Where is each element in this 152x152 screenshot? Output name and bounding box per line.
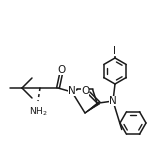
Polygon shape [85,102,100,113]
Text: NH$_2$: NH$_2$ [29,106,47,119]
Text: N: N [109,96,117,106]
Text: I: I [114,46,116,56]
Text: O: O [81,86,89,96]
Text: O: O [58,65,66,75]
Text: N: N [68,86,76,96]
